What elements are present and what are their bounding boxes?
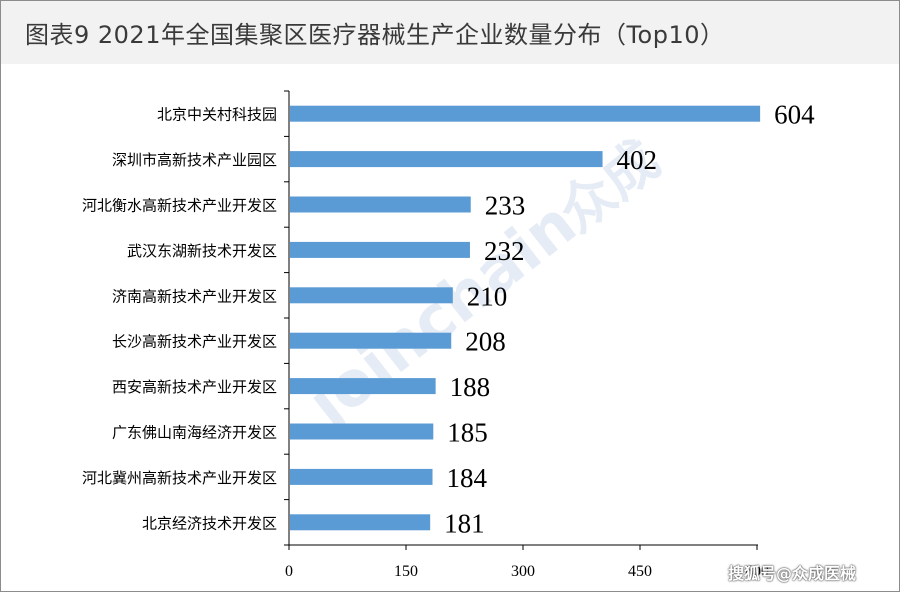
category-label: 北京中关村科技园 [157, 106, 277, 124]
x-tick-label: 0 [285, 563, 293, 580]
value-label: 604 [774, 100, 815, 130]
value-label: 402 [617, 145, 658, 175]
value-label: 185 [447, 418, 488, 448]
value-label: 210 [467, 281, 508, 311]
bar [290, 105, 761, 122]
bar [290, 468, 433, 485]
category-label: 广东佛山南海经济开发区 [112, 424, 277, 442]
category-label: 深圳市高新技术产业园区 [112, 151, 277, 169]
category-label: 河北衡水高新技术产业开发区 [82, 197, 277, 215]
bar [290, 423, 434, 440]
category-label: 长沙高新技术产业开发区 [112, 333, 277, 351]
category-label: 河北冀州高新技术产业开发区 [82, 469, 277, 487]
bar [290, 151, 603, 168]
value-label: 188 [450, 372, 491, 402]
value-label: 233 [485, 191, 526, 221]
category-label: 西安高新技术产业开发区 [112, 378, 277, 396]
category-label: 济南高新技术产业开发区 [112, 287, 277, 305]
axes-layer: 0 150 300 450 600 [284, 90, 769, 580]
x-tick-label: 300 [511, 563, 535, 580]
value-label: 232 [484, 236, 524, 266]
bars-layer [290, 105, 761, 531]
bar [290, 287, 453, 304]
title-bar: 图表9 2021年全国集聚区医疗器械生产企业数量分布（Top10） [1, 1, 899, 64]
bar [290, 196, 471, 213]
category-label: 武汉东湖新技术开发区 [127, 242, 277, 260]
x-tick-label: 150 [394, 563, 418, 580]
value-label: 181 [444, 508, 485, 538]
x-tick-label: 450 [628, 563, 652, 580]
category-label: 北京经济技术开发区 [142, 514, 277, 532]
value-label: 184 [447, 463, 488, 493]
chart-title: 图表9 2021年全国集聚区医疗器械生产企业数量分布（Top10） [25, 21, 725, 49]
bar [290, 241, 470, 258]
footer-watermark: 搜狐号@众成医械 [728, 564, 857, 583]
watermark-text: joinchain [292, 187, 589, 442]
value-label: 208 [465, 327, 506, 357]
bar [290, 332, 452, 349]
labels-layer: 北京中关村科技园 604 深圳市高新技术产业园区 402 河北衡水高新技术产业开发区 23… [82, 100, 815, 539]
x-tick-label: 600 [745, 563, 769, 580]
bar [290, 378, 436, 395]
bar [290, 514, 431, 531]
